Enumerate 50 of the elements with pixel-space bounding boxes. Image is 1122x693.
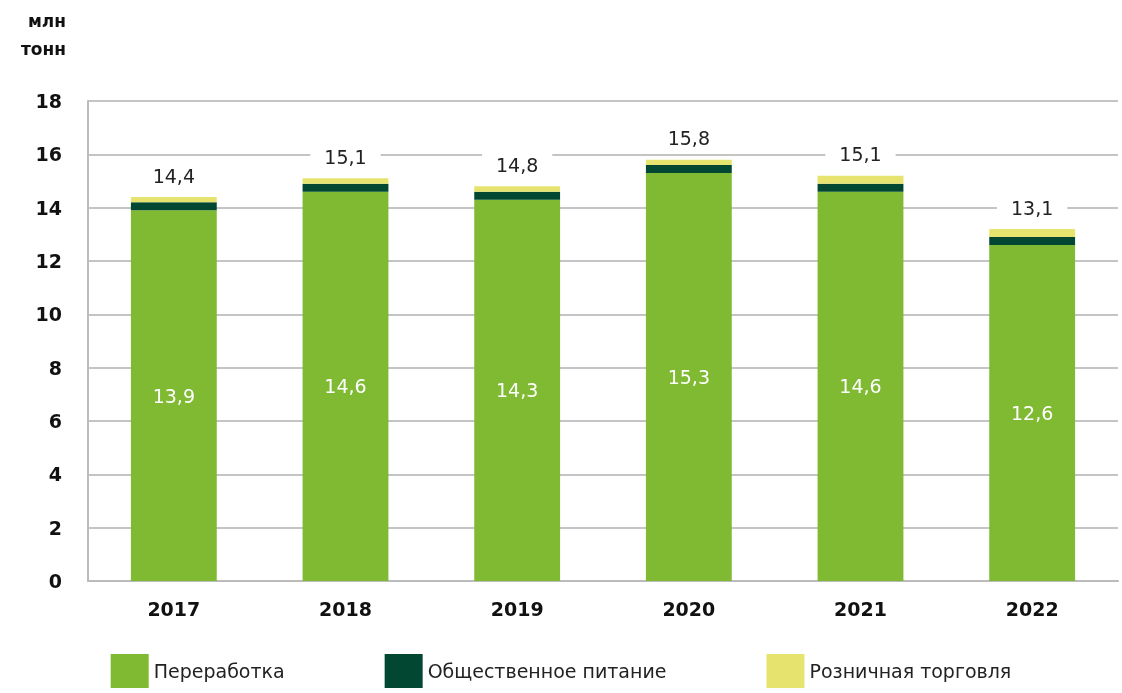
total-label: 15,1: [839, 143, 882, 166]
bar: [130, 210, 217, 581]
bar: [645, 165, 732, 173]
data-label: 13,9: [152, 384, 195, 407]
bar: [645, 173, 732, 581]
data-label: 12,6: [1011, 402, 1054, 424]
bar: [817, 183, 904, 192]
y-tick-label: 10: [35, 303, 62, 326]
y-tick-label: 18: [35, 90, 62, 112]
x-tick-label: 2017: [147, 597, 201, 620]
y-tick-label: 8: [48, 356, 62, 379]
y-tick-label: 4: [48, 463, 62, 486]
total-label: 13,1: [1011, 196, 1054, 219]
bar: [989, 245, 1076, 581]
bar: [474, 186, 561, 192]
x-tick-label: 2019: [490, 597, 544, 620]
total-label: 14,8: [496, 153, 539, 176]
bar: [130, 197, 217, 203]
y-tick-label: 2: [48, 516, 62, 539]
y-tick-label: 14: [35, 196, 62, 219]
data-label: 15,3: [667, 366, 710, 388]
data-label: 14,6: [324, 375, 367, 398]
legend-label: Розничная торговля: [809, 660, 1012, 682]
bar: [474, 191, 561, 200]
bar: [130, 202, 217, 211]
data-label: 14,6: [839, 375, 882, 398]
y-tick-label: 16: [35, 143, 62, 166]
x-tick-label: 2020: [662, 597, 716, 620]
x-tick-label: 2022: [1005, 597, 1059, 620]
bar: [474, 199, 561, 581]
bar: [817, 175, 904, 184]
total-label: 15,1: [324, 145, 367, 168]
y-tick-label: 6: [48, 410, 62, 432]
legend-label: Общественное питание: [427, 660, 667, 682]
y-tick-label: 12: [35, 250, 62, 272]
bar: [645, 159, 732, 165]
total-label: 15,8: [667, 127, 710, 150]
bar: [302, 178, 389, 184]
total-label: 14,4: [152, 164, 195, 187]
bar: [989, 237, 1076, 245]
x-tick-label: 2018: [319, 597, 372, 620]
y-axis-title: млн тонн: [20, 11, 66, 59]
bar: [817, 191, 904, 581]
data-label: 14,3: [496, 379, 539, 402]
legend-label: Переработка: [153, 660, 285, 682]
bar: [302, 183, 389, 192]
bar: [989, 229, 1076, 237]
x-tick-label: 2021: [834, 597, 887, 620]
bar: [302, 191, 389, 581]
y-tick-label: 0: [48, 570, 62, 592]
